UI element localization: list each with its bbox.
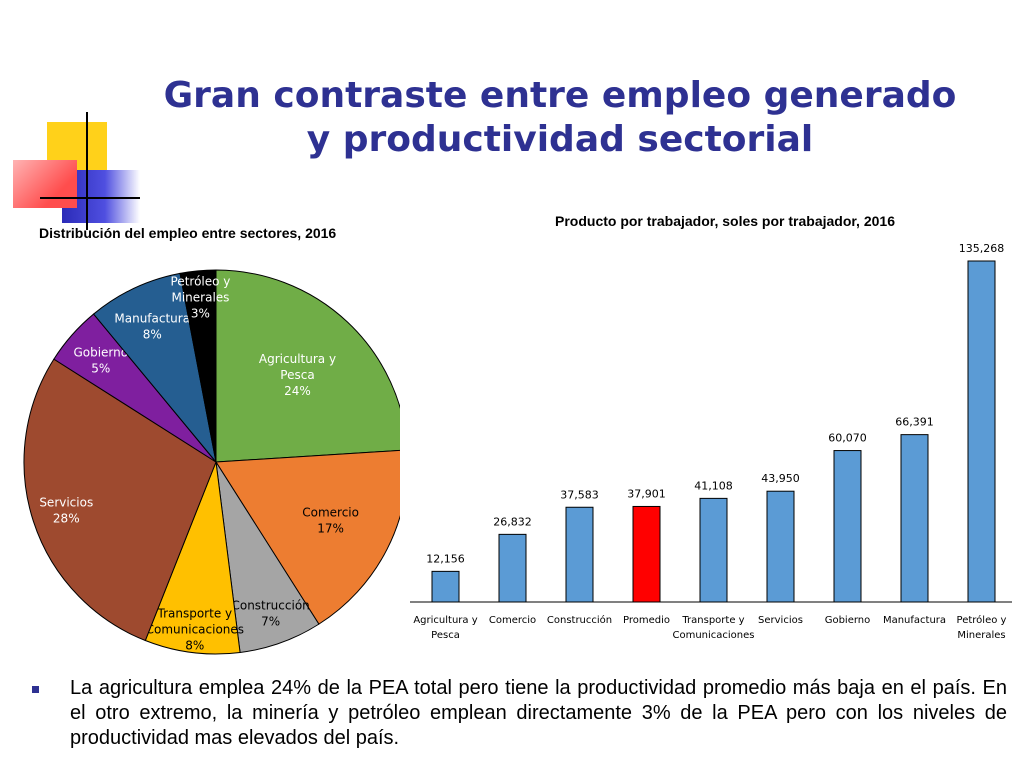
pie-label-agricultura-y-pesca: Pesca	[280, 368, 314, 382]
bar-gobierno	[833, 450, 862, 603]
bar-promedio	[632, 505, 661, 603]
pie-label-transporte-y-comunicaciones: Transporte y	[157, 607, 233, 621]
pie-slice-manufactura	[92, 272, 217, 463]
productivity-bar-chart: 12,156 Agricultura y Pesca 26,832 Comercio 37…	[410, 242, 1012, 641]
pie-slice-petroleo-y-minerales	[179, 269, 217, 463]
slide-title: Gran contraste entre empleo generado y p…	[163, 75, 957, 160]
deco-vertical-line	[86, 112, 88, 230]
bar-value-servicios: 43,950	[761, 472, 800, 485]
bar-category-gobierno: Gobierno	[825, 615, 871, 626]
bar-value-transporte-y-comunicaciones: 41,108	[694, 479, 733, 492]
pie-label-petroleo-y-minerales: 3%	[191, 307, 210, 321]
pie-label-comercio: 17%	[317, 521, 344, 535]
bar-category-construccion: Construcción	[547, 614, 612, 626]
bar-category-petroleo-y-minerales: Petróleo y	[957, 614, 1007, 626]
pie-slice-agricultura-y-pesca	[215, 269, 400, 463]
bar-category-comercio: Comercio	[489, 615, 536, 626]
pie-label-comercio: Comercio	[302, 505, 359, 519]
bar-value-petroleo-y-minerales: 135,268	[959, 242, 1005, 255]
bar-category-servicios: Servicios	[758, 615, 803, 626]
bar-category-transporte-y-comunicaciones: Transporte y	[681, 615, 744, 626]
pie-label-servicios: 28%	[53, 512, 80, 526]
pie-label-petroleo-y-minerales: Minerales	[171, 291, 229, 305]
pie-label-gobierno: Gobierno	[73, 345, 128, 359]
bar-value-agricultura-y-pesca: 12,156	[426, 552, 465, 565]
bar-category-agricultura-y-pesca: Agricultura y	[413, 615, 477, 626]
bar-chart-title: Producto por trabajador, soles por traba…	[555, 213, 895, 229]
pie-label-agricultura-y-pesca: 24%	[284, 384, 311, 398]
pie-label-manufactura: 8%	[143, 327, 162, 341]
pie-label-agricultura-y-pesca: Agricultura y	[259, 352, 336, 366]
pie-slice-transporte-y-comunicaciones	[144, 461, 241, 655]
bar-manufactura	[900, 434, 929, 603]
pie-slice-servicios	[23, 358, 217, 642]
bar-value-manufactura: 66,391	[895, 416, 934, 429]
bar-category-transporte-y-comunicaciones: Comunicaciones	[672, 630, 754, 641]
bar-agricultura-y-pesca	[431, 570, 460, 603]
bar-transporte-y-comunicaciones	[699, 497, 728, 603]
deco-horizontal-line	[40, 197, 140, 199]
pie-chart-title: Distribución del empleo entre sectores, …	[39, 225, 337, 241]
bar-petroleo-y-minerales	[967, 260, 996, 603]
pie-label-construccion: Construcción	[231, 599, 309, 613]
bar-construccion	[565, 506, 594, 603]
pie-label-manufactura: Manufactura	[114, 311, 190, 325]
bar-category-promedio: Promedio	[623, 615, 670, 626]
pie-label-construccion: 7%	[261, 615, 280, 629]
bar-value-gobierno: 60,070	[828, 432, 867, 445]
bar-comercio	[498, 533, 527, 603]
square-bullet-icon	[32, 686, 39, 693]
pie-label-servicios: Servicios	[39, 496, 93, 510]
bar-value-construccion: 37,583	[560, 488, 599, 501]
bar-category-petroleo-y-minerales: Minerales	[957, 630, 1005, 641]
bar-value-comercio: 26,832	[493, 515, 532, 528]
bar-value-promedio: 37,901	[627, 487, 666, 500]
pie-slice-comercio	[215, 449, 400, 625]
bar-category-agricultura-y-pesca: Pesca	[431, 630, 460, 641]
bullet-text: La agricultura emplea 24% de la PEA tota…	[70, 677, 1007, 749]
employment-pie-chart: Agricultura y Pesca 24% Comercio 17% Construc…	[23, 269, 400, 655]
pie-label-gobierno: 5%	[91, 361, 110, 375]
bar-servicios	[766, 490, 795, 603]
pie-label-transporte-y-comunicaciones: 8%	[185, 639, 204, 653]
bullet-point: La agricultura emplea 24% de la PEA tota…	[32, 676, 1007, 751]
pie-label-transporte-y-comunicaciones: Comunicaciones	[146, 623, 244, 637]
pie-label-petroleo-y-minerales: Petróleo y	[171, 275, 231, 289]
bar-category-manufactura: Manufactura	[883, 615, 946, 626]
deco-red-square	[13, 160, 77, 208]
